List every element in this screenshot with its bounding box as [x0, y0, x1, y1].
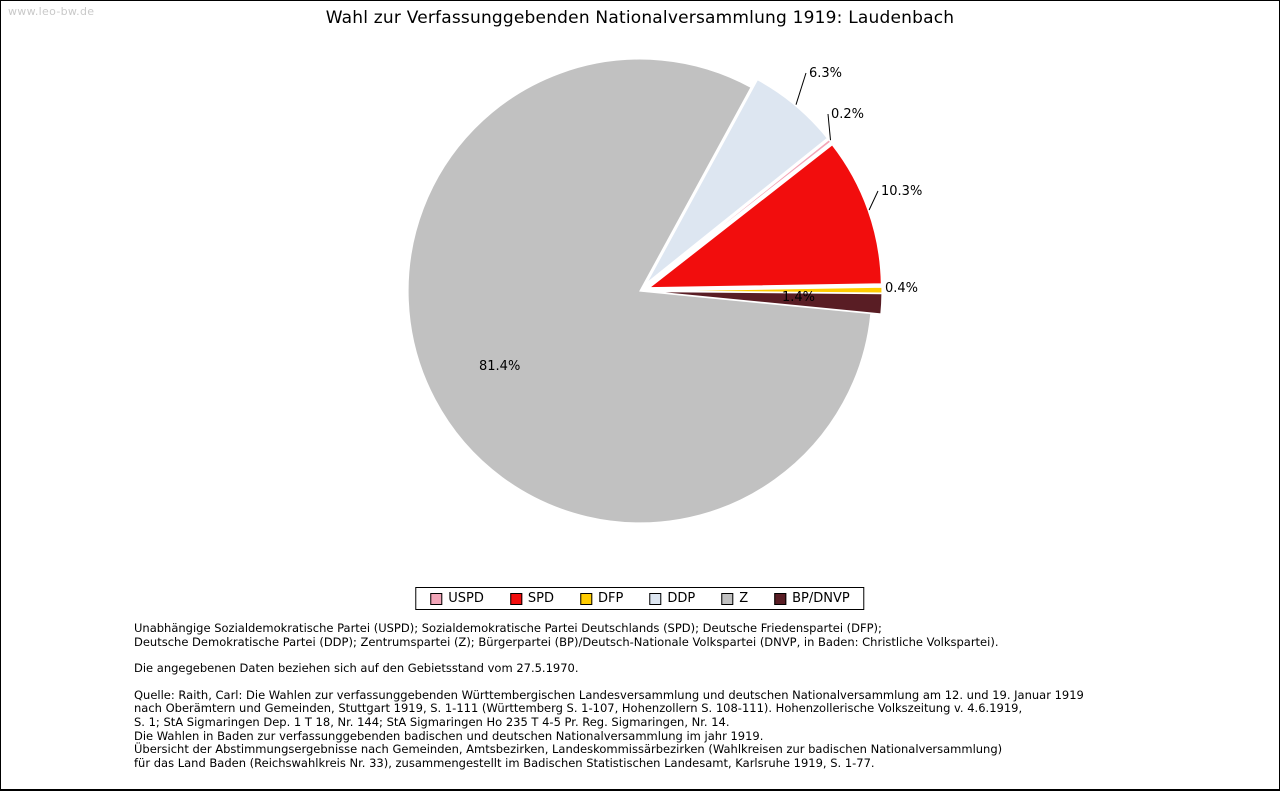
abbreviations-block: Unabhängige Sozialdemokratische Partei (… — [134, 621, 1239, 649]
legend-item-uspd: USPD — [430, 591, 484, 606]
legend-swatch-spd — [509, 592, 522, 605]
pie-slice-ddp — [645, 78, 829, 284]
abbrev-line-1: Unabhängige Sozialdemokratische Partei (… — [134, 621, 882, 635]
pct-label-uspd: 0.2% — [831, 107, 864, 122]
legend-swatch-z — [721, 592, 734, 605]
legend-label: USPD — [448, 591, 484, 606]
legend-item-z: Z — [721, 591, 748, 606]
legend-swatch-bp-dnvp — [774, 592, 787, 605]
pct-label-z: 81.4% — [479, 359, 520, 374]
source-line: S. 1; StA Sigmaringen Dep. 1 T 18, Nr. 1… — [134, 714, 730, 729]
legend-item-bp-dnvp: BP/DNVP — [774, 591, 850, 606]
legend-label: BP/DNVP — [792, 591, 850, 606]
source-line: Quelle: Raith, Carl: Die Wahlen zur verf… — [134, 687, 1084, 702]
legend-swatch-uspd — [430, 592, 443, 605]
pct-label-ddp: 6.3% — [809, 66, 842, 81]
legend-label: DDP — [667, 591, 696, 606]
label-leader-line — [827, 113, 831, 141]
legend-item-spd: SPD — [509, 591, 555, 606]
pie-chart: 6.3% 0.2% 10.3% 0.4% 1.4% 81.4% — [407, 58, 922, 524]
legend-swatch-dfp — [580, 592, 593, 605]
watermark: www.leo-bw.de — [8, 5, 95, 18]
pie-slice-uspd — [647, 138, 832, 286]
legend-label: SPD — [527, 591, 555, 606]
source-line: nach Oberämtern und Gemeinden, Stuttgart… — [134, 701, 1023, 716]
gebietsstand-note: Die angegebenen Daten beziehen sich auf … — [134, 661, 579, 676]
abbrev-line-2: Deutsche Demokratische Partei (DDP); Zen… — [134, 634, 999, 649]
source-line: Die Wahlen in Baden zur verfassunggebend… — [134, 728, 764, 743]
legend: USPD SPD DFP DDP Z BP/DNVP — [415, 587, 865, 610]
label-leader-line — [795, 72, 807, 105]
source-line: für das Land Baden (Reichswahlkreis Nr. … — [134, 755, 875, 770]
source-block: Quelle: Raith, Carl: Die Wahlen zur verf… — [134, 687, 1239, 771]
pie-slice-spd — [647, 143, 883, 289]
legend-item-ddp: DDP — [649, 591, 695, 606]
chart-title: Wahl zur Verfassunggebenden Nationalvers… — [325, 8, 955, 28]
legend-label: DFP — [598, 591, 624, 606]
notes: Unabhängige Sozialdemokratische Partei (… — [134, 621, 1239, 783]
legend-swatch-ddp — [649, 592, 662, 605]
pct-label-bp-dnvp: 1.4% — [782, 290, 815, 305]
pie-slice-z — [407, 58, 872, 524]
legend-label: Z — [739, 591, 749, 606]
pct-label-spd: 10.3% — [881, 184, 922, 199]
legend-item-dfp: DFP — [580, 591, 623, 606]
label-leader-line — [868, 190, 879, 211]
source-line: Übersicht der Abstimmungsergebnisse nach… — [134, 742, 1003, 757]
pct-label-dfp: 0.4% — [885, 281, 918, 296]
